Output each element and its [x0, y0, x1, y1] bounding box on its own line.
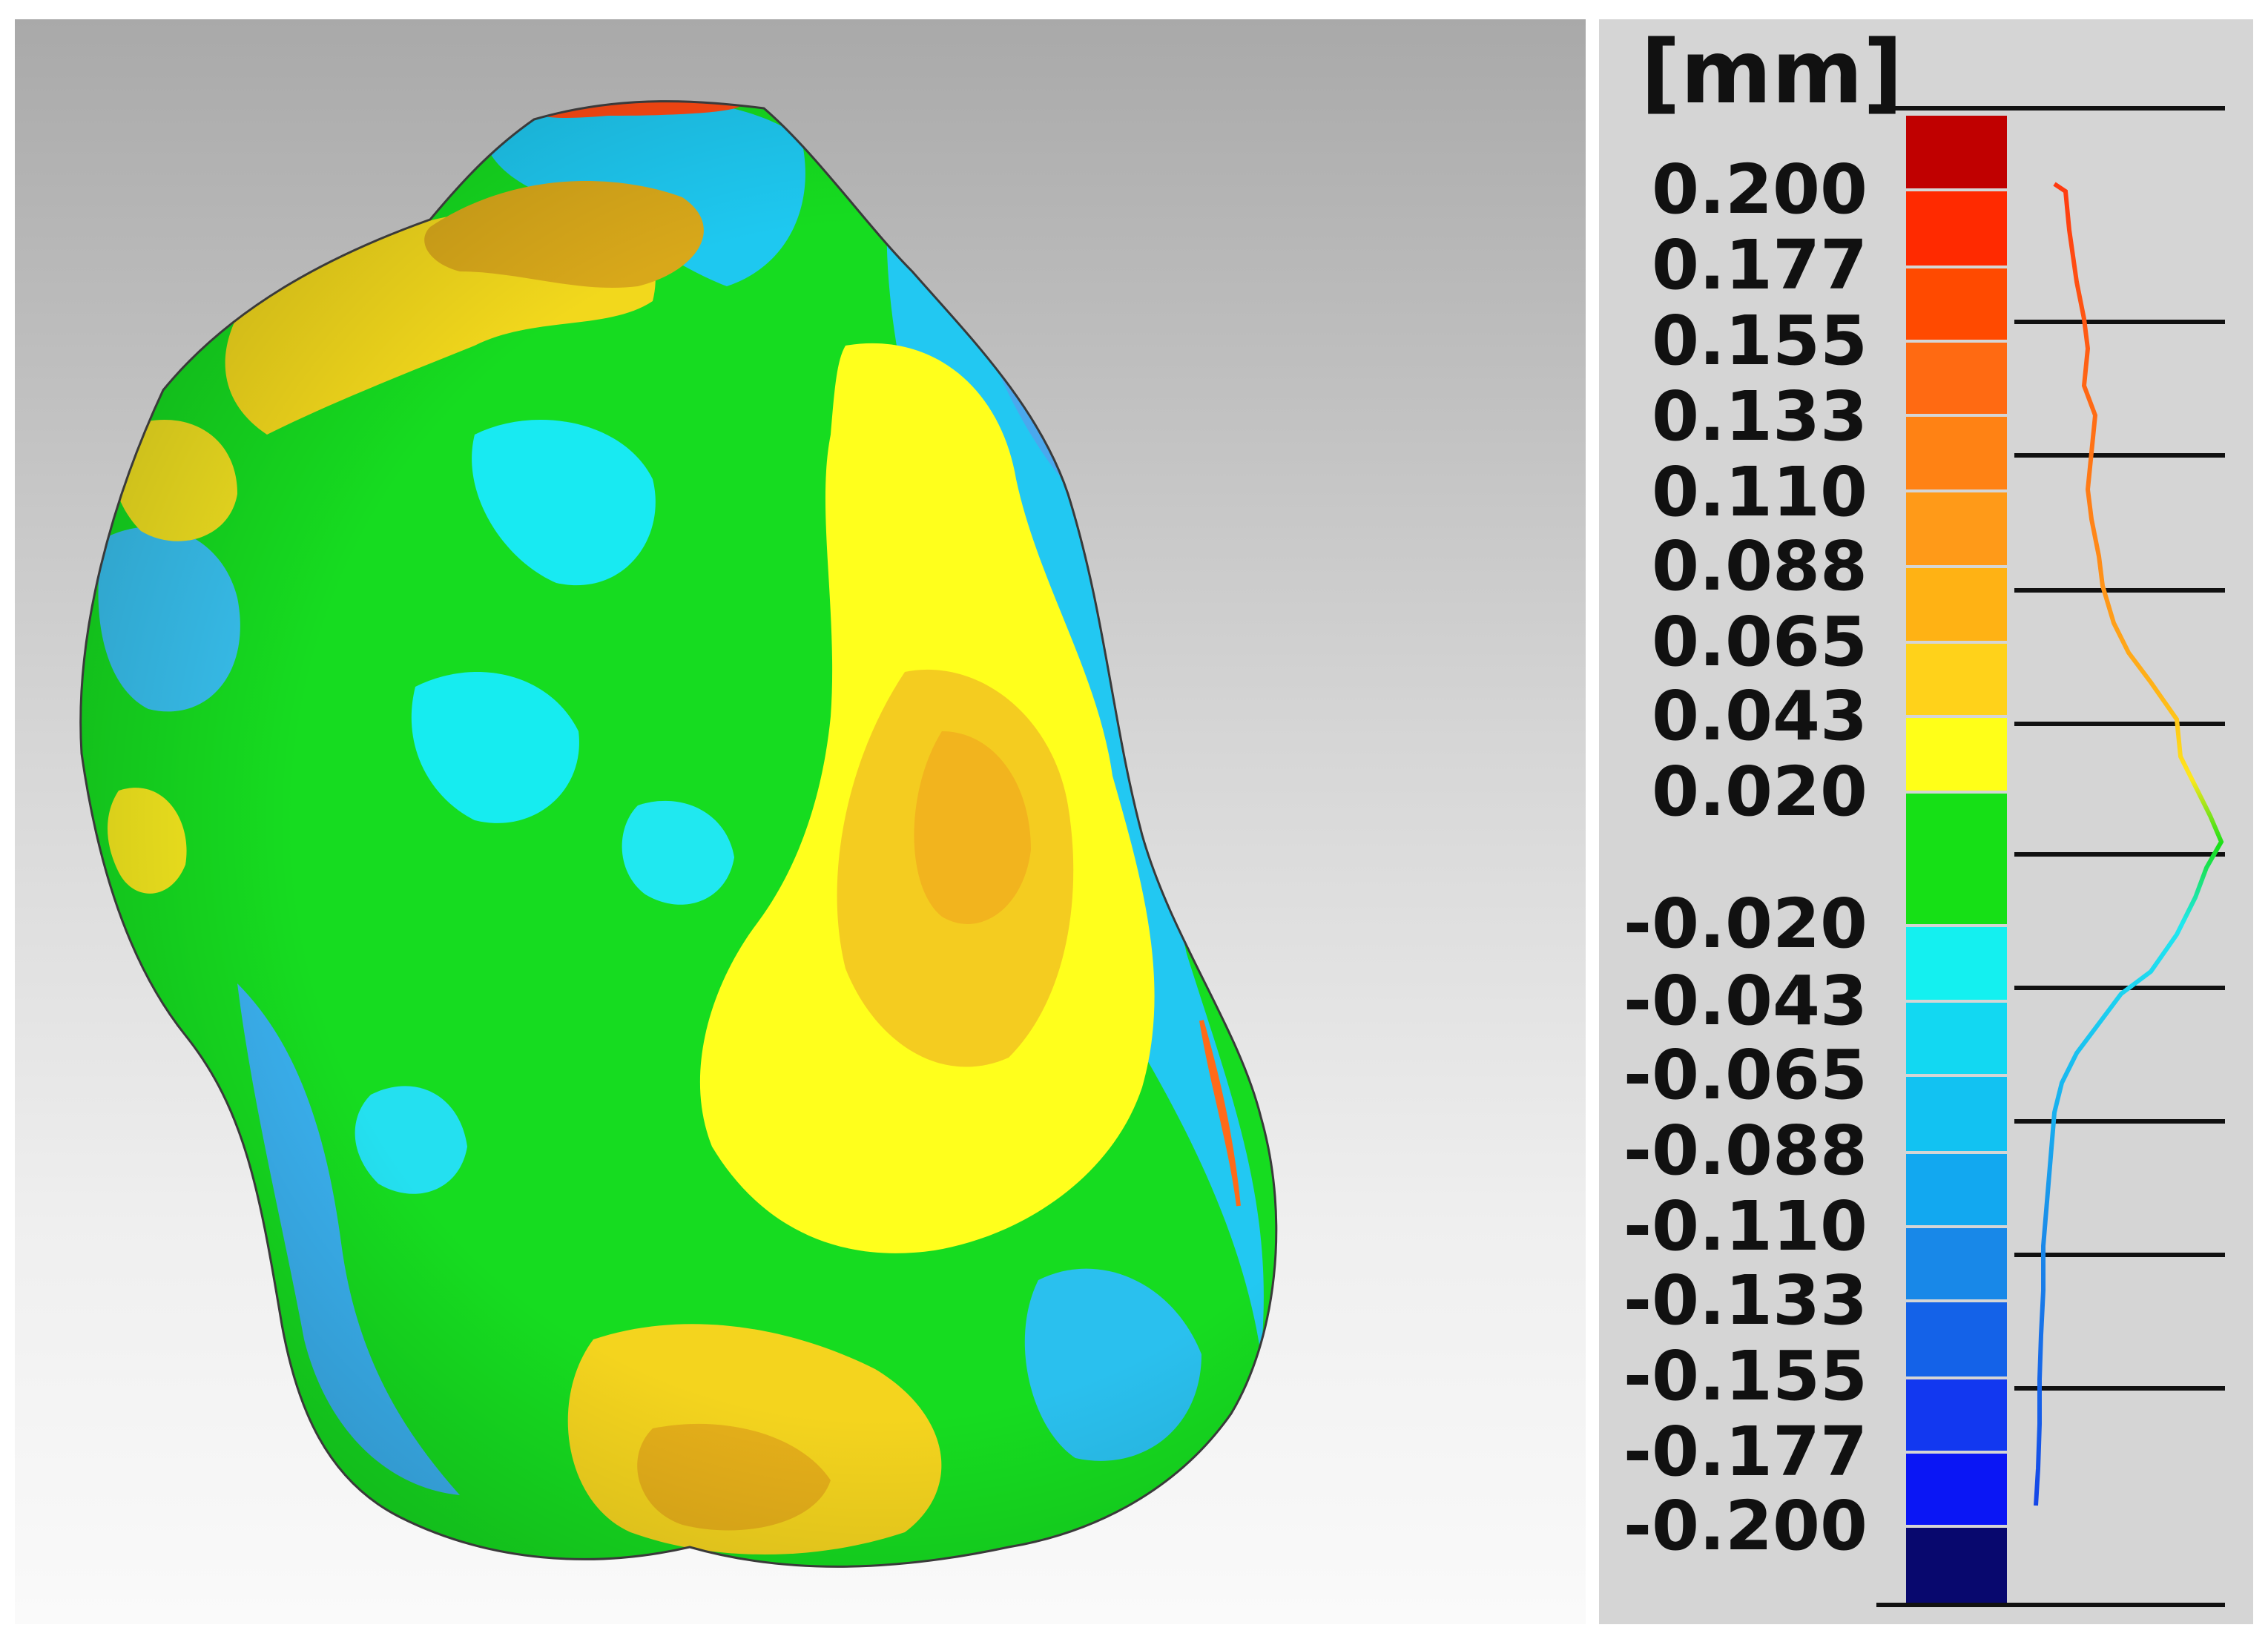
legend-value-label: 0.155 — [1651, 301, 1868, 380]
3d-viewport[interactable] — [15, 19, 1586, 1624]
legend-value-label: 0.200 — [1651, 150, 1868, 229]
legend-value-label: 0.065 — [1651, 602, 1868, 682]
legend-value-label: -0.088 — [1623, 1111, 1868, 1190]
legend-value-label: -0.020 — [1623, 884, 1868, 963]
legend-value-label: -0.065 — [1623, 1035, 1868, 1115]
legend-value-label: 0.020 — [1651, 752, 1868, 831]
legend-value-label: -0.177 — [1623, 1412, 1868, 1491]
legend-unit-label: [mm] — [1641, 21, 1903, 123]
legend-value-label: -0.043 — [1623, 961, 1868, 1041]
legend-value-label: -0.133 — [1623, 1261, 1868, 1340]
legend-value-label: -0.155 — [1623, 1336, 1868, 1416]
legend-value-label: -0.110 — [1623, 1187, 1868, 1266]
legend-value-label: 0.088 — [1651, 527, 1868, 606]
legend-value-label: 0.043 — [1651, 676, 1868, 756]
legend-value-label: 0.110 — [1651, 452, 1868, 532]
legend-value-label: 0.133 — [1651, 377, 1868, 456]
legend-value-label: -0.200 — [1623, 1486, 1868, 1566]
legend-value-label: 0.177 — [1651, 225, 1868, 305]
deviation-color-map-surface — [79, 100, 1278, 1568]
